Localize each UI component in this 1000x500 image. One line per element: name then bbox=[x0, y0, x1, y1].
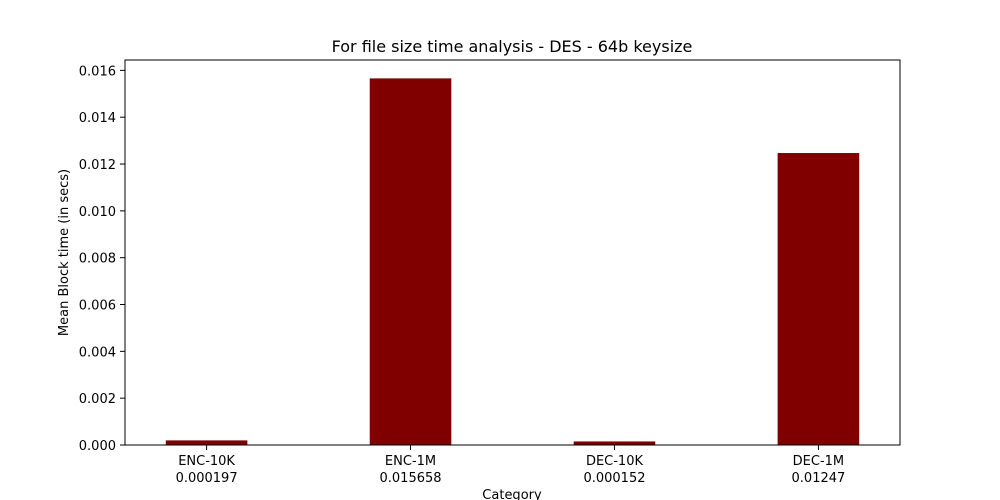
y-tick-label: 0.010 bbox=[79, 205, 116, 220]
y-tick-label: 0.006 bbox=[79, 299, 116, 314]
bar bbox=[573, 441, 656, 445]
y-tick-label: 0.002 bbox=[79, 392, 116, 407]
x-tick-label: DEC-1M bbox=[793, 454, 844, 469]
y-tick-label: 0.012 bbox=[79, 158, 116, 173]
y-tick-label: 0.000 bbox=[79, 439, 116, 454]
x-tick-value-label: 0.000152 bbox=[583, 471, 645, 486]
y-tick-label: 0.008 bbox=[79, 252, 116, 267]
x-tick-value-label: 0.015658 bbox=[380, 471, 442, 486]
x-tick-value-label: 0.01247 bbox=[792, 471, 846, 486]
y-tick-label: 0.016 bbox=[79, 64, 116, 79]
x-tick-label: ENC-1M bbox=[385, 454, 436, 469]
x-tick-label: ENC-10K bbox=[178, 454, 235, 469]
x-axis: ENC-10K 0.000197 ENC-1M 0.015658 DEC-10K 0.00… bbox=[176, 445, 846, 486]
x-tick-value-label: 0.000197 bbox=[176, 471, 238, 486]
plot-frame bbox=[124, 59, 901, 446]
y-tick-label: 0.014 bbox=[79, 111, 116, 126]
bars bbox=[165, 78, 860, 446]
x-tick-label: DEC-10K bbox=[586, 454, 644, 469]
bar bbox=[165, 440, 248, 445]
bar bbox=[777, 153, 860, 445]
y-axis: 0.000 0.002 0.004 0.006 0.008 0.010 0.012 0.014… bbox=[79, 64, 125, 454]
x-axis-label: Category bbox=[482, 488, 542, 500]
bar bbox=[369, 78, 452, 446]
chart-title: For file size time analysis - DES - 64b … bbox=[332, 37, 693, 56]
y-axis-label: Mean Block time (in secs) bbox=[57, 169, 72, 336]
y-tick-label: 0.004 bbox=[79, 345, 116, 360]
